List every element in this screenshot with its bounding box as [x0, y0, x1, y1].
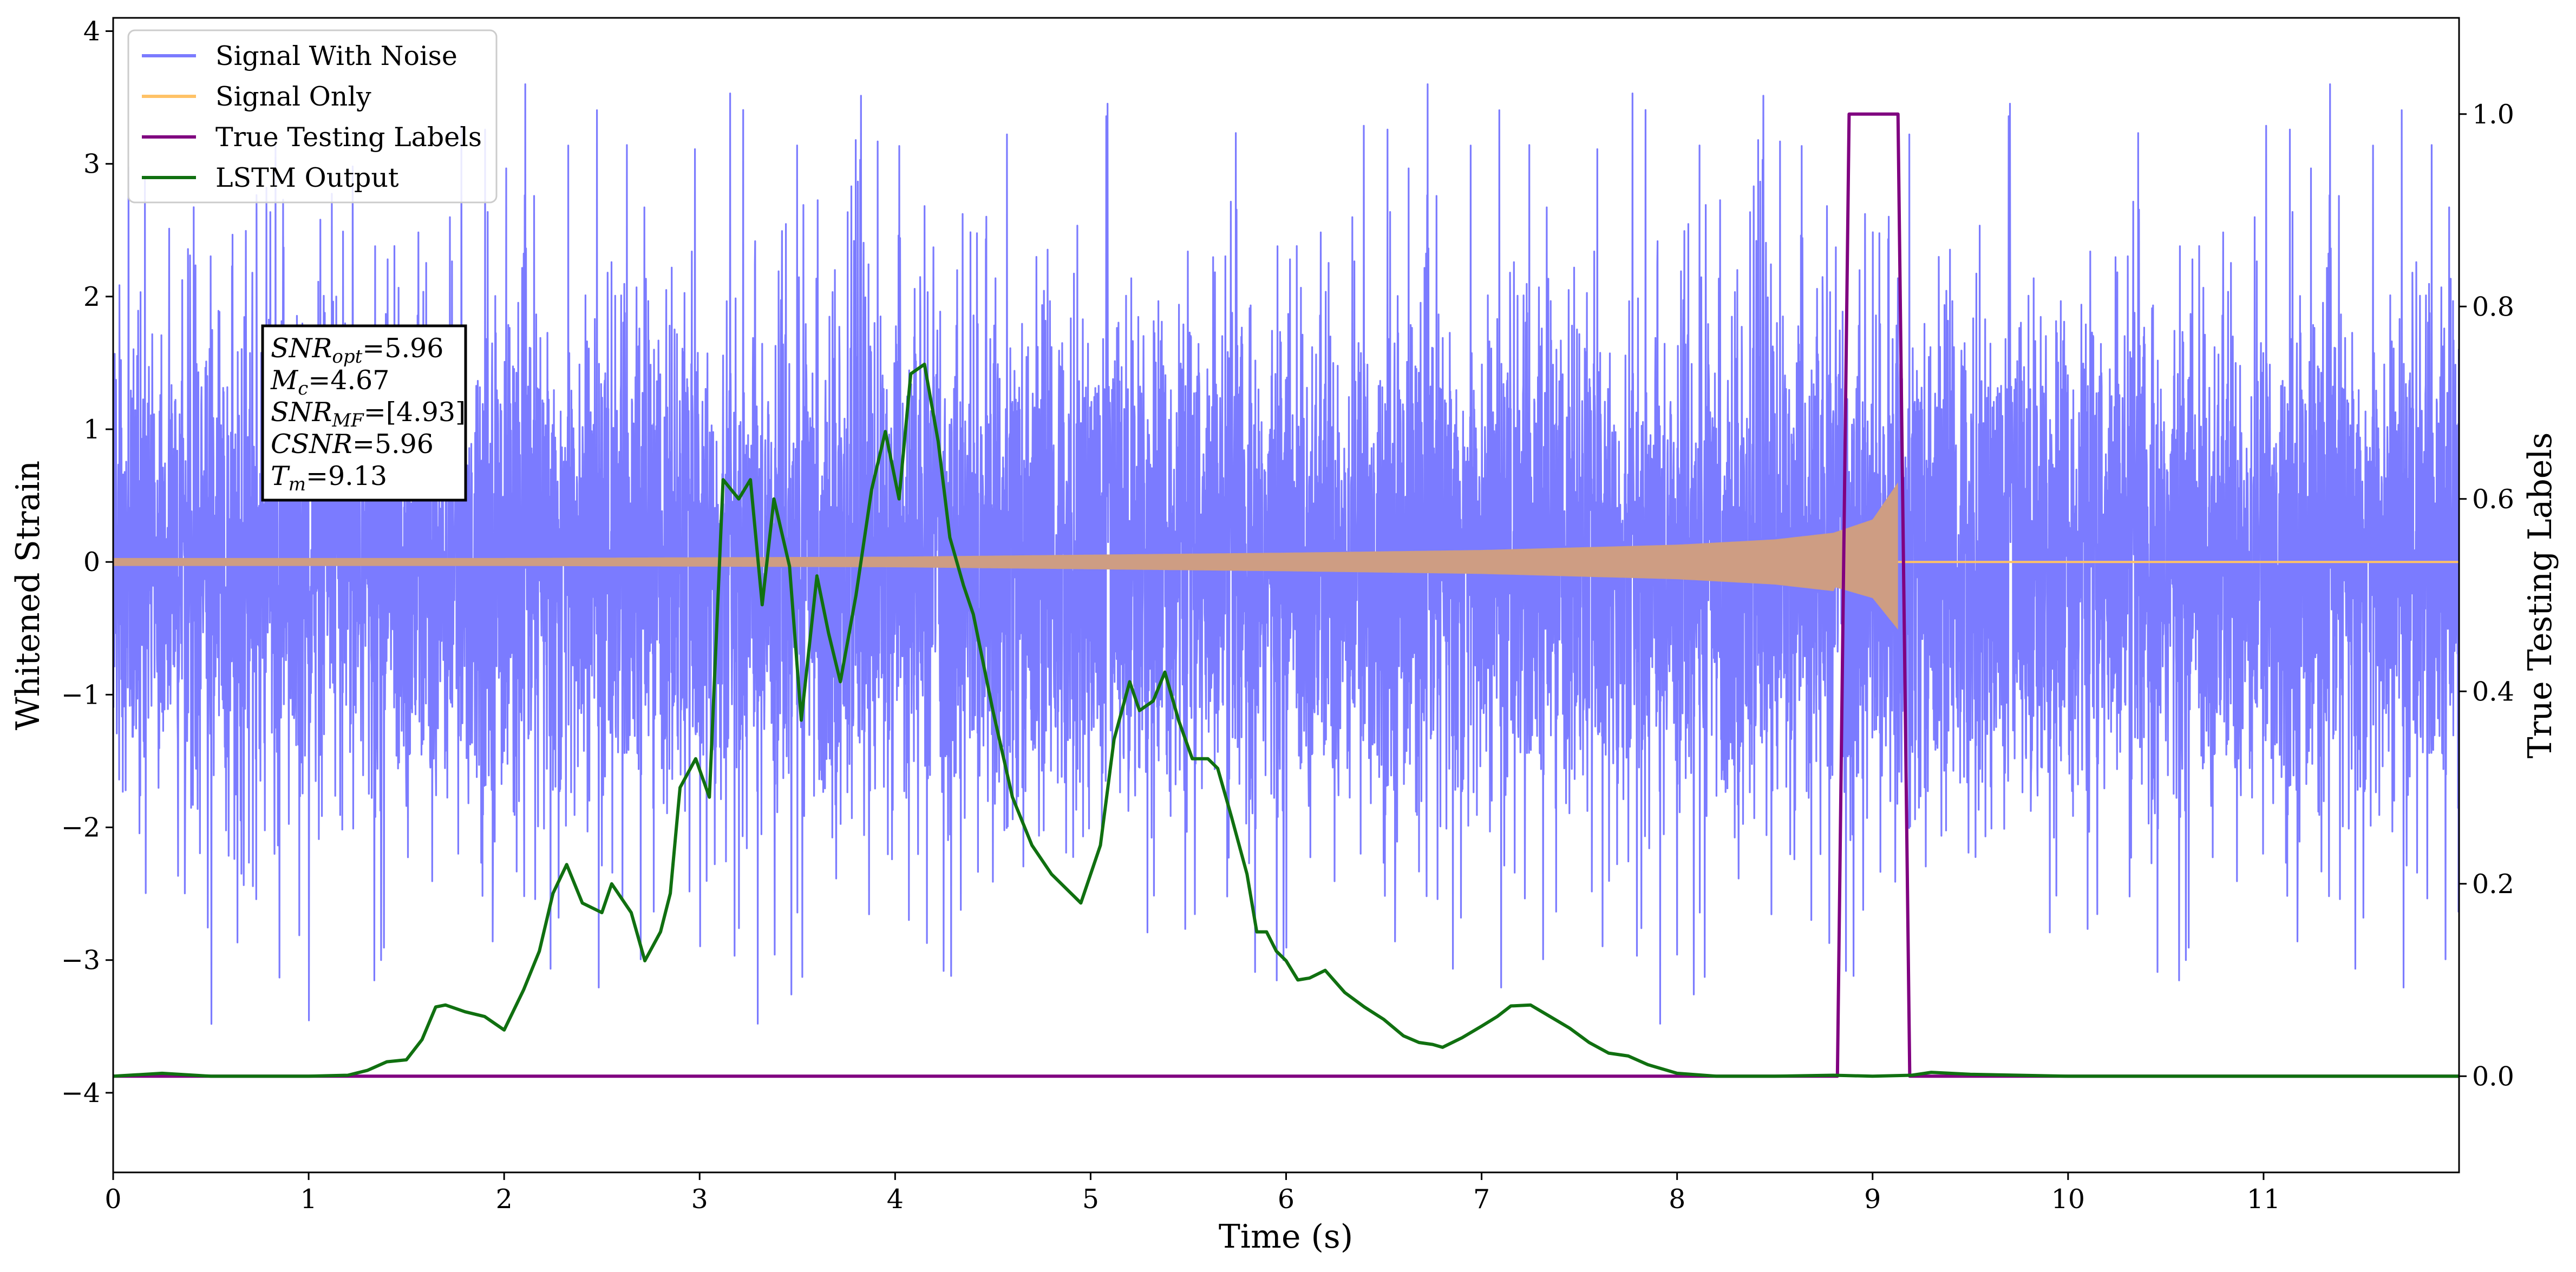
legend-label: Signal With Noise [215, 41, 457, 71]
annotation-line: SNRopt=5.96 [271, 333, 443, 368]
series-signal-only [113, 482, 1898, 630]
y-right-tick-label: 0.4 [2472, 676, 2514, 707]
x-tick-label: 11 [2247, 1184, 2280, 1215]
annotation-line: SNRMF=[4.93] [271, 397, 466, 431]
signal-only-overlap [113, 482, 1898, 630]
x-tick-label: 6 [1278, 1184, 1294, 1215]
x-tick-label: 3 [691, 1184, 708, 1215]
y-tick-label: −4 [61, 1078, 100, 1109]
y-tick-label: 4 [83, 16, 100, 47]
y-axis-right-ticks: 0.0 0.2 0.4 0.6 0.8 1.0 [2459, 99, 2514, 1092]
y-axis-right-title: True Testing Labels [2521, 432, 2559, 759]
x-tick-label: 7 [1473, 1184, 1490, 1215]
x-tick-label: 0 [104, 1184, 121, 1215]
y-right-tick-label: 0.0 [2472, 1061, 2514, 1092]
legend: Signal With Noise Signal Only True Testing… [127, 29, 498, 204]
y-right-tick-label: 1.0 [2472, 99, 2514, 130]
annotation-box [261, 324, 467, 502]
parameter-annotation: SNRopt=5.96Mc=4.67SNRMF=[4.93]CSNR=5.96T… [261, 324, 467, 502]
y-axis-left-ticks: −4 −3 −2 −1 0 1 2 3 4 [61, 16, 113, 1109]
y-tick-label: 3 [83, 149, 100, 180]
y-tick-label: −1 [61, 679, 100, 710]
x-axis-ticks: 0 1 2 3 4 5 6 7 8 9 10 11 [104, 1172, 2280, 1215]
y-tick-label: 1 [83, 414, 100, 445]
y-tick-label: 2 [83, 281, 100, 312]
x-tick-label: 9 [1864, 1184, 1881, 1215]
legend-label: LSTM Output [215, 162, 399, 193]
x-tick-label: 4 [887, 1184, 904, 1215]
y-right-tick-label: 0.2 [2472, 869, 2514, 900]
x-tick-label: 2 [496, 1184, 513, 1215]
y-axis-title: Whitened Strain [9, 461, 47, 730]
legend-box [127, 29, 498, 204]
x-tick-label: 10 [2051, 1184, 2085, 1215]
x-tick-label: 1 [300, 1184, 317, 1215]
legend-label: Signal Only [215, 81, 371, 112]
annotation-line: Mc=4.67 [270, 365, 389, 399]
series-lstm-output [113, 362, 2459, 1078]
series-signal-with-noise [113, 83, 2459, 1025]
y-tick-label: −3 [61, 945, 100, 976]
x-axis-title: Time (s) [1219, 1218, 1353, 1256]
y-tick-label: −2 [61, 812, 100, 843]
y-tick-label: 0 [83, 547, 100, 578]
x-tick-label: 8 [1669, 1184, 1685, 1215]
y-right-tick-label: 0.8 [2472, 291, 2514, 322]
annotation-line: Tm=9.13 [271, 461, 387, 495]
x-tick-label: 5 [1082, 1184, 1099, 1215]
legend-label: True Testing Labels [215, 122, 482, 153]
y-right-tick-label: 0.6 [2472, 484, 2514, 515]
annotation-line: CSNR=5.96 [271, 429, 434, 460]
